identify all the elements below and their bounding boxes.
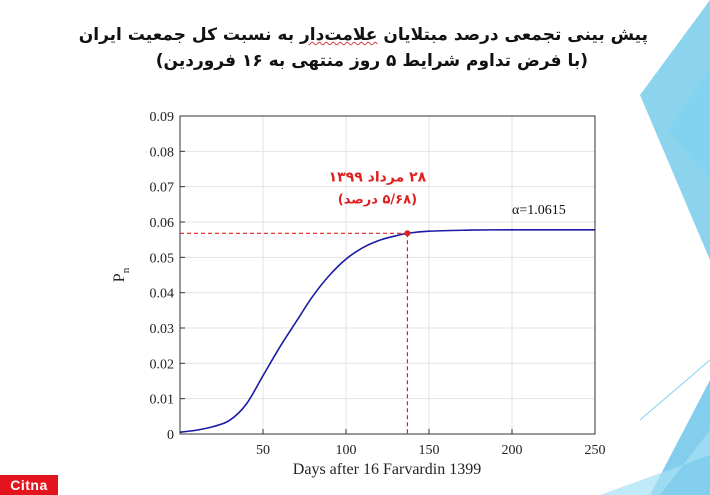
y-tick-label: 0.07 (150, 181, 175, 196)
plot-area (180, 116, 595, 434)
y-tick-label: 0.09 (150, 110, 175, 125)
accent-triangle-small (668, 70, 710, 180)
x-tick-label: 50 (256, 443, 270, 458)
plot-frame (179, 115, 596, 435)
title-line-1: پیش بینی تجمعی درصد مبتلایان علامت‌دار ب… (79, 25, 648, 45)
series-line (179, 228, 595, 433)
y-axis-ticks: 0 0.01 0.02 0.03 0.04 0.05 0.06 0.07 0.08 0.09 (150, 110, 185, 443)
x-axis-label: Days after 16 Farvardin 1399 (293, 461, 481, 478)
y-tick-label: 0.01 (150, 393, 175, 408)
highlight-point (404, 230, 411, 237)
y-tick-label: 0.08 (150, 145, 175, 160)
y-tick-label: 0.03 (150, 322, 175, 337)
y-tick-label: 0.02 (150, 357, 175, 372)
y-tick-label: 0 (167, 428, 174, 443)
x-tick-label: 150 (419, 443, 440, 458)
x-tick-label: 100 (336, 443, 357, 458)
x-axis-ticks: 50 100 150 200 250 (256, 429, 606, 458)
y-tick-label: 0.05 (150, 251, 175, 266)
accent-triangle-bottom-light (600, 430, 710, 495)
y-axis-label: Pn (111, 267, 132, 282)
title-part-a: پیش بینی تجمعی درصد مبتلایان (377, 25, 648, 45)
title-part-b: علامت‌دار (300, 25, 378, 45)
title-line-2: (با فرض تداوم شرایط ۵ روز منتهی به ۱۶ فر… (155, 51, 588, 71)
slide-title: پیش بینی تجمعی درصد مبتلایان علامت‌دار ب… (48, 22, 648, 74)
x-tick-label: 250 (585, 443, 606, 458)
accent-line (639, 359, 710, 421)
y-tick-label: 0.04 (150, 287, 175, 302)
alpha-annotation: α=1.0615 (512, 203, 566, 218)
y-tick-label: 0.06 (150, 216, 175, 231)
x-tick-label: 200 (502, 443, 523, 458)
title-part-c: به نسبت کل جمعیت ایران (78, 25, 301, 45)
y-axis-label-subscript: n (120, 267, 132, 273)
y-axis-label-main: P (111, 273, 128, 282)
highlight-label-date: ۲۸ مرداد ۱۳۹۹ (329, 169, 427, 185)
accent-triangle-bottom (650, 380, 710, 495)
citna-logo: Citna (0, 475, 58, 495)
highlight-label-percent: (۵/۶۸ درصد) (338, 192, 417, 207)
